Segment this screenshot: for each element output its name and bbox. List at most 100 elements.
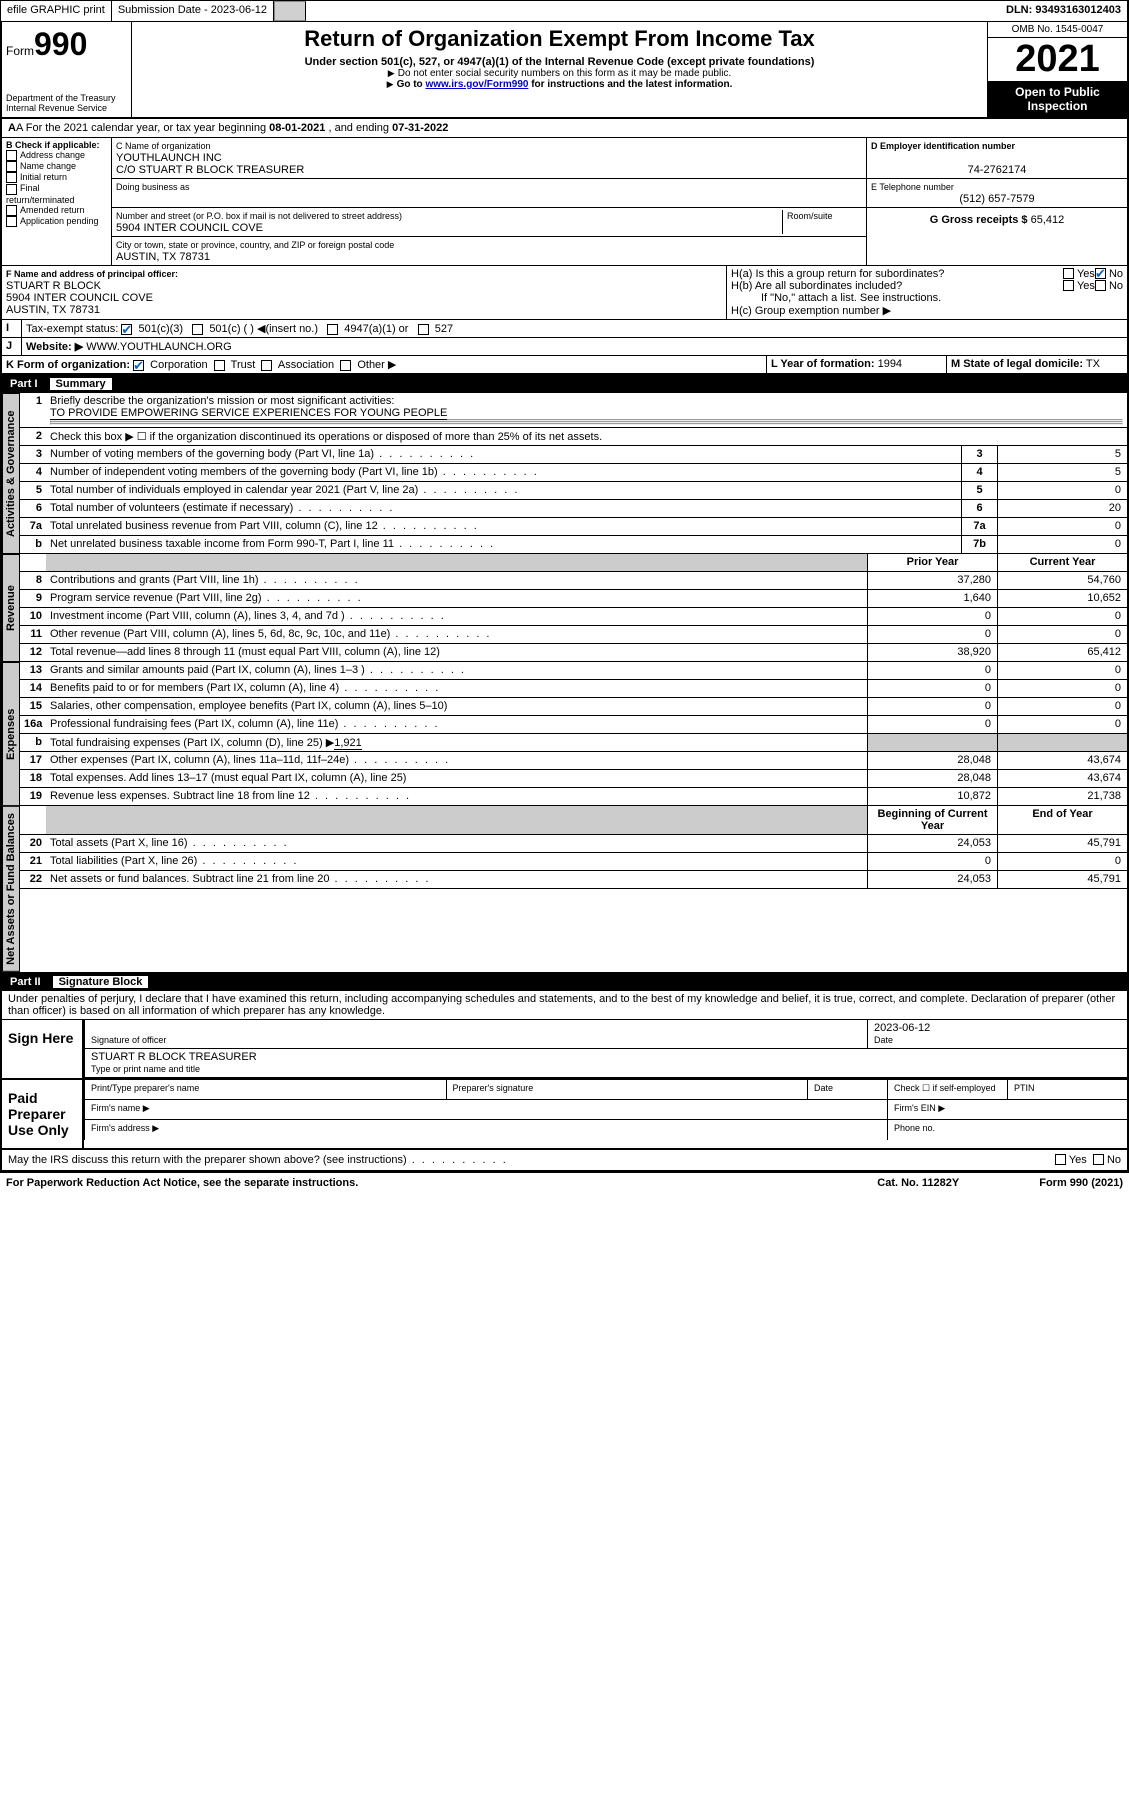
form-ref: Form 990 (2021): [1039, 1177, 1123, 1189]
gross-receipts: 65,412: [1031, 214, 1065, 226]
line2: Check this box ▶ ☐ if the organization d…: [46, 428, 1127, 445]
l-label: L Year of formation:: [771, 358, 875, 370]
val-20b: 24,053: [867, 835, 997, 852]
cat-no: Cat. No. 11282Y: [877, 1177, 959, 1189]
cb-app-pending[interactable]: [6, 216, 17, 227]
submission-date: Submission Date - 2023-06-12: [112, 1, 274, 21]
line18: Total expenses. Add lines 13–17 (must eq…: [46, 770, 867, 787]
cb-address-change[interactable]: [6, 150, 17, 161]
website: WWW.YOUTHLAUNCH.ORG: [86, 341, 231, 353]
val-9c: 10,652: [997, 590, 1127, 607]
form-header: Form990 Department of the Treasury Inter…: [0, 22, 1129, 119]
ptin-label: PTIN: [1014, 1083, 1035, 1093]
val-8p: 37,280: [867, 572, 997, 589]
subtitle-3: Go to www.irs.gov/Form990 for instructio…: [140, 79, 979, 90]
tab-netassets: Net Assets or Fund Balances: [2, 806, 20, 972]
hdr-current-year: Current Year: [997, 554, 1127, 571]
cb-name-change[interactable]: [6, 161, 17, 172]
cb-final-return[interactable]: [6, 184, 17, 195]
firm-name-label: Firm's name ▶: [91, 1103, 150, 1113]
line12: Total revenue—add lines 8 through 11 (mu…: [46, 644, 867, 661]
cb-4947[interactable]: [327, 324, 338, 335]
val-17p: 28,048: [867, 752, 997, 769]
val-8c: 54,760: [997, 572, 1127, 589]
declaration: Under penalties of perjury, I declare th…: [0, 991, 1129, 1019]
line10: Investment income (Part VIII, column (A)…: [46, 608, 867, 625]
tab-expenses: Expenses: [2, 662, 20, 806]
cb-501c3[interactable]: [121, 324, 132, 335]
line16b: Total fundraising expenses (Part IX, col…: [46, 734, 867, 751]
efile-label: efile GRAPHIC print: [1, 1, 112, 21]
line17: Other expenses (Part IX, column (A), lin…: [46, 752, 867, 769]
pt-sig-label: Preparer's signature: [453, 1083, 534, 1093]
val-16ac: 0: [997, 716, 1127, 733]
blank-button[interactable]: [274, 1, 306, 21]
val-15p: 0: [867, 698, 997, 715]
period-row: AA For the 2021 calendar year, or tax ye…: [0, 119, 1129, 138]
val-18p: 28,048: [867, 770, 997, 787]
val-13c: 0: [997, 662, 1127, 679]
cb-initial-return[interactable]: [6, 172, 17, 183]
val-10p: 0: [867, 608, 997, 625]
cb-527[interactable]: [418, 324, 429, 335]
cb-trust[interactable]: [214, 360, 225, 371]
tab-activities: Activities & Governance: [2, 393, 20, 554]
section-j-row: J Website: ▶ WWW.YOUTHLAUNCH.ORG: [0, 338, 1129, 356]
val-13p: 0: [867, 662, 997, 679]
cb-hb-no[interactable]: [1095, 280, 1106, 291]
hdr-prior-year: Prior Year: [867, 554, 997, 571]
cb-corp[interactable]: [133, 360, 144, 371]
val-22e: 45,791: [997, 871, 1127, 888]
officer-addr: 5904 INTER COUNCIL COVE: [6, 292, 153, 304]
top-bar: efile GRAPHIC print Submission Date - 20…: [0, 0, 1129, 22]
cb-ha-yes[interactable]: [1063, 268, 1074, 279]
line5: Total number of individuals employed in …: [46, 482, 961, 499]
cb-501c[interactable]: [192, 324, 203, 335]
val-7a: 0: [997, 518, 1127, 535]
line3: Number of voting members of the governin…: [46, 446, 961, 463]
val-4: 5: [997, 464, 1127, 481]
cb-ha-no[interactable]: [1095, 268, 1106, 279]
part1-num: Part I: [10, 378, 38, 390]
val-14c: 0: [997, 680, 1127, 697]
i-letter: I: [2, 320, 22, 337]
line9: Program service revenue (Part VIII, line…: [46, 590, 867, 607]
val-19c: 21,738: [997, 788, 1127, 805]
hdr-eoy: End of Year: [997, 806, 1127, 834]
ein: 74-2762174: [871, 164, 1123, 176]
e-label: E Telephone number: [871, 182, 954, 192]
cb-amended[interactable]: [6, 205, 17, 216]
org-name: YOUTHLAUNCH INC: [116, 152, 222, 164]
cb-hb-yes[interactable]: [1063, 280, 1074, 291]
cb-other[interactable]: [340, 360, 351, 371]
pt-name-label: Print/Type preparer's name: [91, 1083, 199, 1093]
section-h: H(a) Is this a group return for subordin…: [727, 266, 1127, 319]
cb-assoc[interactable]: [261, 360, 272, 371]
val-3: 5: [997, 446, 1127, 463]
cb-may-no[interactable]: [1093, 1154, 1104, 1165]
cb-may-yes[interactable]: [1055, 1154, 1066, 1165]
form990-link[interactable]: www.irs.gov/Form990: [425, 79, 528, 90]
part1-title: Summary: [50, 378, 112, 390]
val-18c: 43,674: [997, 770, 1127, 787]
val-12c: 65,412: [997, 644, 1127, 661]
form-number: Form990: [6, 26, 127, 63]
section-c: C Name of organization YOUTHLAUNCH INC C…: [112, 138, 867, 265]
officer-name: STUART R BLOCK: [6, 280, 101, 292]
val-6: 20: [997, 500, 1127, 517]
year-formation: 1994: [878, 358, 902, 370]
d-label: D Employer identification number: [871, 141, 1015, 151]
line16a: Professional fundraising fees (Part IX, …: [46, 716, 867, 733]
line6: Total number of volunteers (estimate if …: [46, 500, 961, 517]
dept-treasury: Department of the Treasury: [6, 93, 127, 103]
telephone: (512) 657-7579: [871, 193, 1123, 205]
org-city: AUSTIN, TX 78731: [116, 251, 210, 263]
section-bcd-row: B Check if applicable: Address change Na…: [0, 138, 1129, 266]
line8: Contributions and grants (Part VIII, lin…: [46, 572, 867, 589]
val-5: 0: [997, 482, 1127, 499]
signature-block: Sign Here Signature of officer 2023-06-1…: [0, 1019, 1129, 1150]
j-letter: J: [2, 338, 22, 355]
c-name-label: C Name of organization: [116, 141, 211, 151]
val-22b: 24,053: [867, 871, 997, 888]
line19: Revenue less expenses. Subtract line 18 …: [46, 788, 867, 805]
